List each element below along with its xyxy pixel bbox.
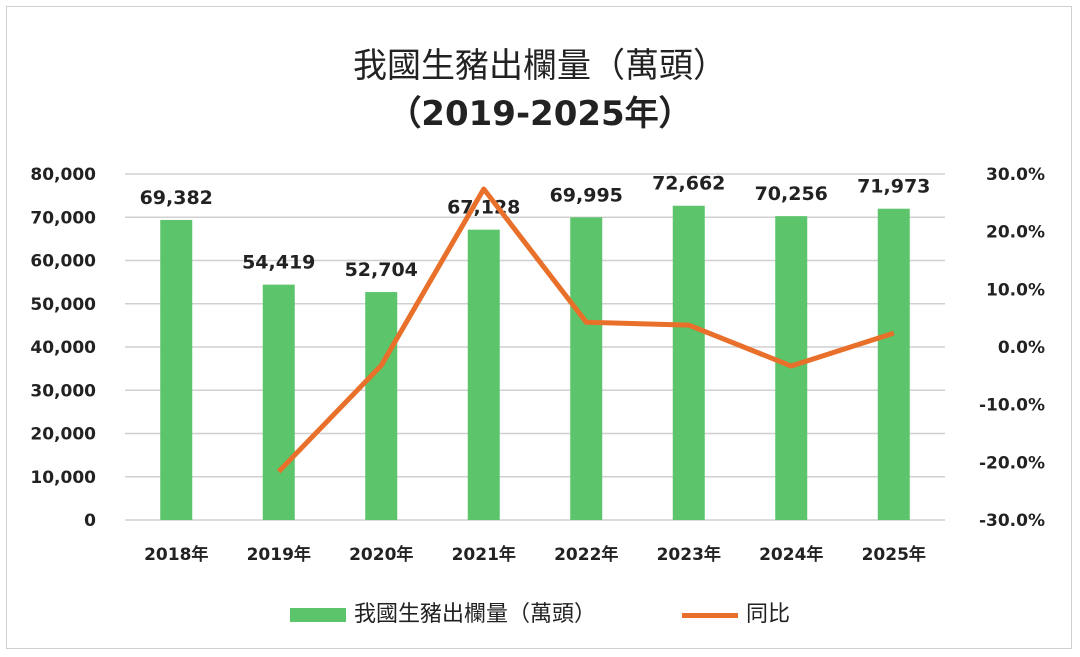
- bar-data-label: 67,128: [447, 197, 520, 219]
- bar-data-label: 72,662: [652, 173, 725, 195]
- bar-data-label: 70,256: [755, 183, 828, 205]
- right-tick-label: 30.0%: [986, 165, 1045, 185]
- right-tick-label: 0.0%: [998, 338, 1045, 358]
- left-tick-label: 40,000: [30, 338, 96, 358]
- bar-data-label: 69,382: [140, 187, 213, 209]
- x-tick-label: 2023年: [657, 544, 721, 565]
- left-tick-label: 80,000: [30, 165, 96, 185]
- bar: [570, 217, 603, 521]
- chart-title: 我國生豬出欄量（萬頭）: [353, 46, 727, 86]
- left-tick-label: 50,000: [30, 295, 96, 315]
- x-tick-label: 2019年: [247, 544, 311, 565]
- right-tick-label: -10.0%: [979, 396, 1045, 416]
- bar-data-label: 54,419: [242, 252, 315, 274]
- right-tick-label: -30.0%: [979, 511, 1045, 531]
- left-tick-label: 0: [84, 511, 96, 531]
- left-tick-label: 70,000: [30, 208, 96, 228]
- bar-data-label: 69,995: [550, 184, 623, 206]
- bar: [672, 205, 705, 520]
- legend-line-swatch: [682, 612, 738, 618]
- bar: [160, 219, 193, 520]
- chart-subtitle: （2019-2025年）: [387, 94, 693, 134]
- legend-bar-swatch: [290, 608, 346, 622]
- right-tick-label: 20.0%: [986, 223, 1045, 243]
- legend-bar-label: 我國生豬出欄量（萬頭）: [354, 602, 597, 627]
- legend-line: 同比: [682, 596, 790, 628]
- x-tick-label: 2018年: [144, 544, 208, 565]
- bar: [467, 229, 500, 521]
- bar: [365, 292, 398, 520]
- legend-line-label: 同比: [746, 602, 791, 627]
- x-tick-label: 2021年: [452, 544, 516, 565]
- right-tick-label: 10.0%: [986, 280, 1045, 300]
- left-tick-label: 20,000: [30, 425, 96, 445]
- left-tick-label: 10,000: [30, 468, 96, 488]
- bar-data-label: 52,704: [345, 259, 418, 281]
- bar-data-label: 71,973: [857, 176, 930, 198]
- x-tick-label: 2025年: [862, 544, 926, 565]
- yoy-line: [276, 186, 895, 474]
- x-tick-label: 2024年: [759, 544, 823, 565]
- left-tick-label: 60,000: [30, 252, 96, 272]
- legend-bar: 我國生豬出欄量（萬頭）: [290, 596, 596, 628]
- bar: [262, 284, 295, 520]
- bar: [877, 208, 910, 520]
- x-tick-label: 2020年: [349, 544, 413, 565]
- left-tick-label: 30,000: [30, 381, 96, 401]
- x-tick-label: 2022年: [554, 544, 618, 565]
- right-tick-label: -20.0%: [979, 453, 1045, 473]
- chart-frame: [6, 6, 1072, 649]
